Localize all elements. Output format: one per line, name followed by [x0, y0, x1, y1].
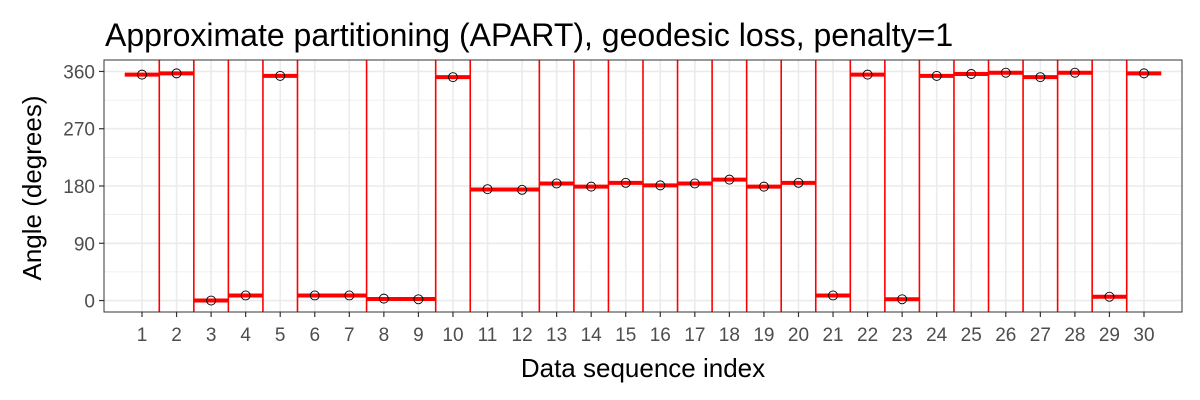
data-point	[171, 68, 182, 79]
plot-panel	[103, 59, 1183, 313]
data-point	[482, 184, 493, 195]
x-tick-label: 4	[240, 325, 251, 346]
y-tick-label: 90	[74, 234, 95, 255]
y-axis-label: Angle (degrees)	[17, 96, 47, 281]
x-tick-label: 30	[1133, 325, 1154, 346]
x-tick-label: 11	[478, 325, 498, 346]
data-point	[240, 290, 251, 301]
x-tick-label: 19	[753, 325, 774, 346]
x-tick-label: 17	[684, 325, 705, 346]
data-point	[1000, 67, 1011, 78]
data-point	[275, 70, 286, 81]
data-point	[1035, 72, 1046, 83]
x-axis-label: Data sequence index	[521, 353, 765, 383]
y-axis: 0 90 180 270 360	[63, 62, 104, 313]
y-tick-label: 180	[63, 177, 95, 198]
x-tick-label: 1	[137, 325, 148, 346]
data-point	[448, 72, 458, 83]
data-point	[517, 184, 528, 195]
x-tick-label: 23	[892, 325, 913, 346]
x-tick-label: 18	[719, 325, 740, 346]
data-point	[793, 177, 804, 188]
data-point	[931, 70, 942, 81]
x-tick-label: 6	[309, 325, 320, 346]
x-tick-label: 25	[961, 325, 982, 346]
y-tick-label: 0	[84, 292, 95, 313]
x-axis: 1 2 3 4 5 6 7 8 9 10 11 12 13 14 15 16 17 18 19 20 21 22 23 24 2…	[137, 312, 1155, 346]
data-point	[137, 69, 147, 80]
chart-title: Approximate partitioning (APART), geodes…	[105, 17, 953, 53]
data-point	[413, 294, 424, 305]
data-point	[966, 69, 977, 79]
data-point	[206, 295, 217, 306]
x-tick-label: 2	[171, 325, 182, 346]
x-tick-label: 7	[344, 325, 355, 346]
x-tick-label: 10	[442, 325, 463, 346]
x-tick-label: 21	[822, 325, 843, 346]
data-point	[689, 178, 700, 189]
data-point	[724, 174, 735, 185]
x-tick-label: 15	[615, 325, 636, 346]
x-tick-label: 8	[379, 325, 390, 346]
data-points	[137, 67, 1149, 306]
x-tick-label: 16	[650, 325, 671, 346]
x-tick-label: 9	[413, 325, 424, 346]
x-tick-label: 27	[1030, 325, 1051, 346]
data-point	[620, 177, 631, 188]
data-point	[862, 69, 873, 80]
x-tick-label: 14	[581, 325, 603, 346]
x-tick-label: 20	[788, 325, 809, 346]
x-tick-label: 28	[1064, 325, 1085, 346]
x-tick-label: 26	[995, 325, 1016, 346]
x-tick-label: 5	[275, 325, 286, 346]
segment-lines	[124, 70, 1162, 303]
data-point	[828, 290, 838, 301]
data-point	[897, 294, 908, 305]
changepoint-lines	[158, 60, 1128, 312]
x-tick-label: 3	[206, 325, 217, 346]
y-tick-label: 270	[63, 120, 95, 141]
x-tick-label: 13	[546, 325, 567, 346]
data-point	[586, 181, 597, 192]
data-point	[1069, 67, 1080, 78]
data-point	[655, 180, 666, 191]
x-tick-label: 12	[512, 325, 533, 346]
data-point	[378, 293, 389, 304]
data-point	[1139, 68, 1149, 79]
x-tick-label: 29	[1099, 325, 1120, 346]
data-point	[1104, 291, 1115, 302]
data-point	[551, 178, 562, 189]
grid-lines	[104, 60, 1182, 312]
x-tick-label: 22	[857, 325, 878, 346]
data-point	[758, 181, 769, 192]
y-tick-label: 360	[63, 62, 95, 83]
data-point	[344, 290, 355, 301]
x-tick-label: 24	[926, 325, 948, 346]
data-point	[309, 290, 320, 301]
